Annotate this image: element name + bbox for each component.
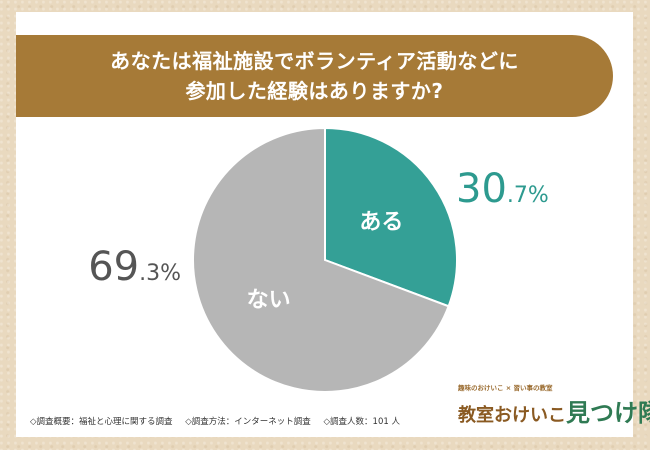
slice-label-1: ある	[359, 210, 403, 235]
question-line-2: 参加した経験はありますか?	[185, 79, 444, 103]
logo-name: 教室おけいこ見つけ隊	[458, 393, 650, 428]
survey-overview: ◇調査概要：福祉と心理に関する調査	[30, 417, 173, 427]
survey-method: ◇調査方法：インターネット調査	[185, 417, 311, 427]
slice-value-dec-1: .7%	[507, 183, 549, 208]
infographic-card: あなたは福祉施設でボランティア活動などに 参加した経験はありますか? あるない …	[16, 12, 650, 437]
survey-footer: ◇調査概要：福祉と心理に関する調査 ◇調査方法：インターネット調査 ◇調査人数：…	[30, 415, 410, 427]
logo-tagline: 趣味のおけいこ × 習い事の教室	[458, 384, 553, 392]
survey-count: ◇調査人数：101 人	[323, 417, 400, 427]
pie-slice-1	[324, 126, 458, 308]
pie-slice-2	[192, 126, 450, 393]
logo-name-main: 教室おけいこ	[458, 405, 566, 426]
brand-logo: 趣味のおけいこ × 習い事の教室 教室おけいこ見つけ隊	[458, 382, 650, 432]
slice-value-int-1: 30	[456, 166, 507, 212]
slice-value-dec-2: .3%	[139, 261, 181, 286]
slice-label-2: ない	[247, 288, 291, 313]
slice-value-1: 30.7%	[456, 166, 549, 212]
slice-value-2: 69.3%	[88, 244, 181, 290]
slice-value-int-2: 69	[88, 244, 139, 290]
question-banner: あなたは福祉施設でボランティア活動などに 参加した経験はありますか?	[16, 35, 613, 117]
question-line-1: あなたは福祉施設でボランティア活動などに	[110, 49, 519, 73]
logo-name-accent: 見つけ隊	[566, 398, 650, 427]
